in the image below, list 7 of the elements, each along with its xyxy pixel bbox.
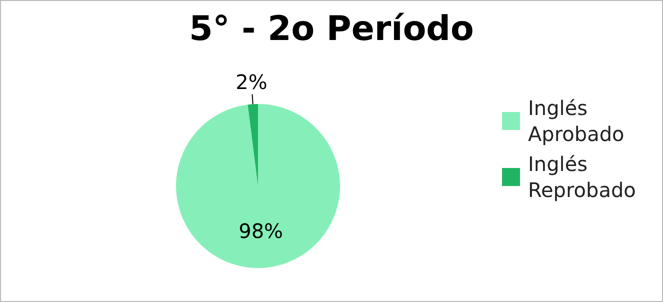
pie-slice [248,104,258,186]
pie-slice [176,104,340,268]
data-label: 98% [238,219,284,244]
legend-label: Inglés Aprobado [528,95,626,147]
legend-label: Inglés Reprobado [528,151,637,203]
data-label: 2% [236,70,268,94]
chart-title: 5° - 2o Período [188,9,475,49]
